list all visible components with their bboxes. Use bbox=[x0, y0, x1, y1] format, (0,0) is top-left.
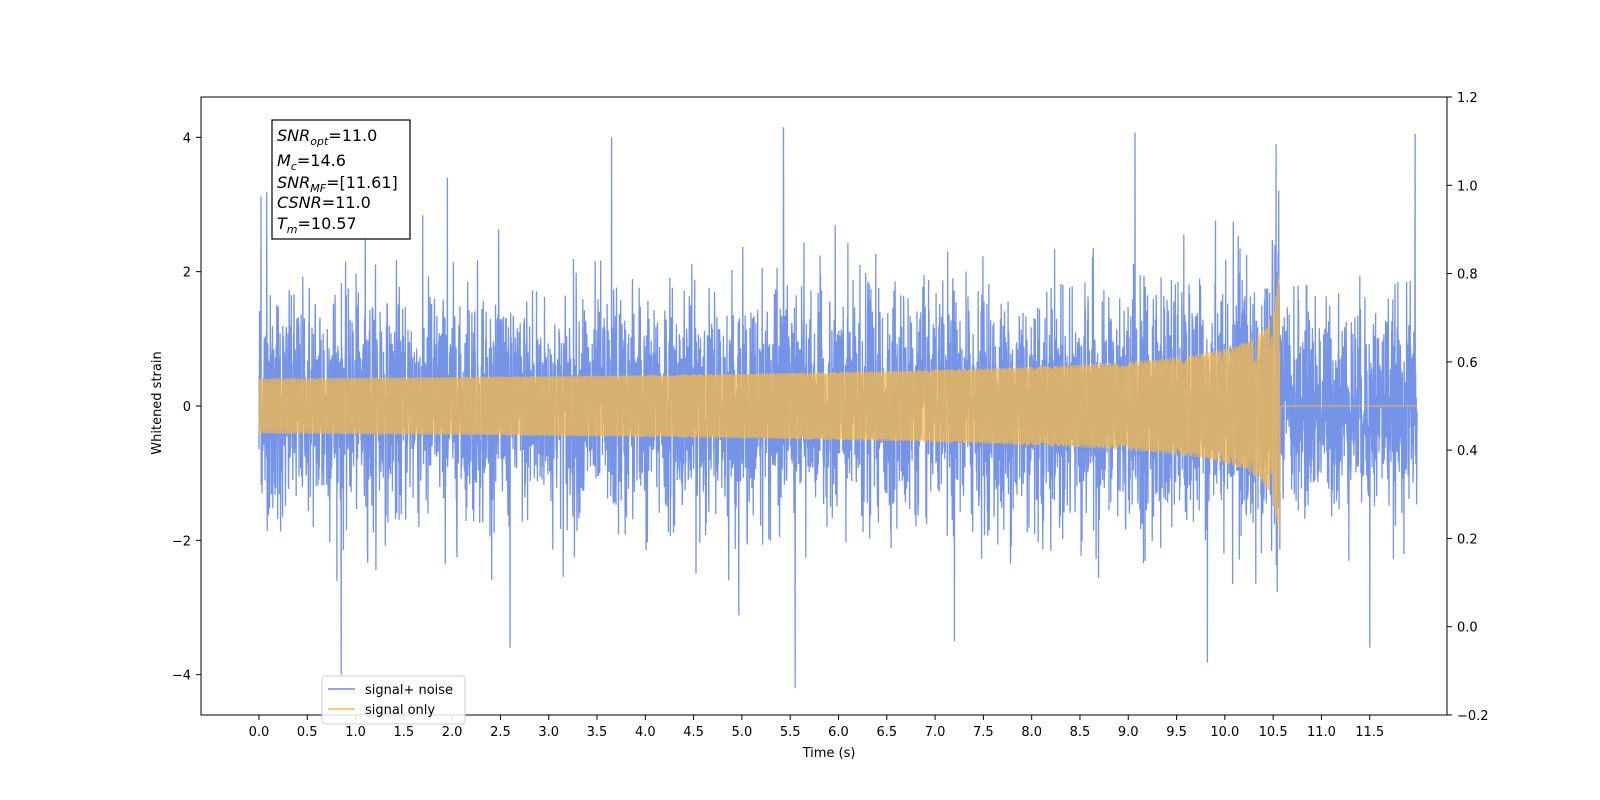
x-tick-label: 11.0 bbox=[1307, 725, 1336, 740]
annotation-line: Mc=14.6 bbox=[277, 151, 346, 173]
x-tick-label: 9.5 bbox=[1166, 725, 1187, 740]
y2-tick-label: −0.2 bbox=[1457, 709, 1489, 724]
x-tick-label: 7.5 bbox=[973, 725, 994, 740]
y-tick-label: −2 bbox=[172, 534, 191, 549]
x-tick-label: 10.0 bbox=[1210, 725, 1239, 740]
x-tick-label: 1.5 bbox=[393, 725, 414, 740]
y2-tick-label: 1.0 bbox=[1457, 179, 1478, 194]
x-tick-label: 6.0 bbox=[828, 725, 849, 740]
x-tick-label: 0.5 bbox=[297, 725, 318, 740]
signal-only-line bbox=[258, 274, 1418, 538]
y-tick-label: −4 bbox=[172, 669, 191, 684]
annotation-box: SNRopt=11.0 Mc=14.6SNRMF=[11.61]CSNR=11.0… bbox=[271, 119, 411, 240]
x-tick-label: 3.0 bbox=[538, 725, 559, 740]
x-tick-label: 2.5 bbox=[490, 725, 511, 740]
y-tick-label: 2 bbox=[183, 266, 191, 281]
x-tick-label: 4.5 bbox=[683, 725, 704, 740]
legend: signal+ noise signal only bbox=[321, 675, 466, 725]
y-tick-label: 4 bbox=[183, 131, 191, 146]
x-tick-label: 0.0 bbox=[249, 725, 270, 740]
x-tick-label: 8.0 bbox=[1021, 725, 1042, 740]
x-tick-label: 6.5 bbox=[876, 725, 897, 740]
y2-tick-label: 0.6 bbox=[1457, 356, 1478, 371]
x-axis-label: Time (s) bbox=[802, 746, 856, 761]
y-axis-label: Whitened strain bbox=[150, 351, 165, 454]
signal-only-series bbox=[258, 274, 1418, 538]
x-tick-label: 10.5 bbox=[1259, 725, 1288, 740]
y2-tick-label: 1.2 bbox=[1457, 91, 1478, 106]
axes: 0.0 0.5 1.0 1.5 2.0 2.5 3.0 3.5 4.0 4.5 5.0 5.5 6.0 6… bbox=[172, 91, 1489, 740]
x-tick-label: 11.5 bbox=[1355, 725, 1384, 740]
x-tick-label: 5.0 bbox=[732, 725, 753, 740]
annotation-line: SNRopt=11.0 bbox=[277, 126, 377, 148]
x-tick-label: 4.0 bbox=[635, 725, 656, 740]
annotation-line: CSNR=11.0 bbox=[277, 193, 371, 212]
x-tick-label: 2.0 bbox=[442, 725, 463, 740]
legend-label-signal-noise: signal+ noise bbox=[365, 683, 453, 698]
y2-tick-label: 0.8 bbox=[1457, 268, 1478, 283]
x-tick-label: 3.5 bbox=[587, 725, 608, 740]
x-tick-label: 7.0 bbox=[925, 725, 946, 740]
x-tick-label: 1.0 bbox=[345, 725, 366, 740]
annotation-line: SNRMF=[11.61] bbox=[277, 173, 398, 195]
x-tick-label: 5.5 bbox=[780, 725, 801, 740]
legend-label-signal-only: signal only bbox=[365, 703, 435, 718]
y-tick-label: 0 bbox=[183, 400, 191, 415]
x-tick-label: 8.5 bbox=[1070, 725, 1091, 740]
y2-tick-label: 0.4 bbox=[1457, 444, 1478, 459]
x-tick-label: 9.0 bbox=[1118, 725, 1139, 740]
y2-tick-label: 0.0 bbox=[1457, 621, 1478, 636]
annotation-line: Tm=10.57 bbox=[277, 214, 357, 236]
y2-tick-label: 0.2 bbox=[1457, 532, 1478, 547]
